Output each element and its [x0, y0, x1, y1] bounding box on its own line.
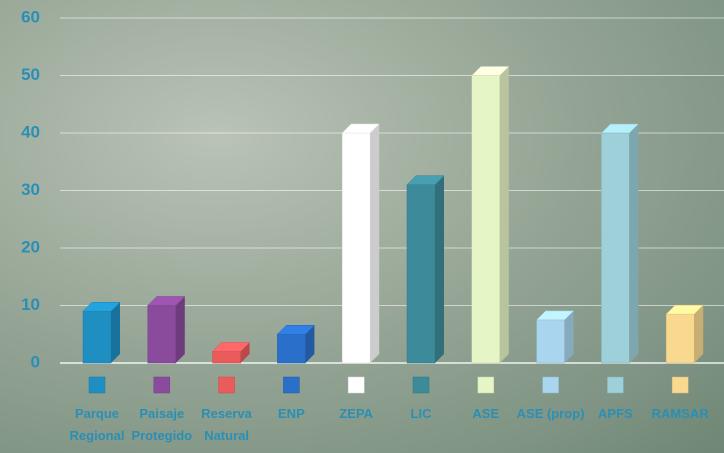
- legend-swatch: [672, 377, 688, 393]
- bar: [666, 305, 703, 363]
- chart-canvas: 0 10 20 30 40 50 60: [0, 0, 724, 453]
- bar-front: [537, 320, 565, 363]
- bar-front: [666, 314, 694, 363]
- bar-side: [176, 297, 185, 364]
- bar-front: [472, 76, 500, 364]
- bar: [537, 311, 574, 363]
- bar-side: [370, 124, 379, 363]
- legend-swatch: [607, 377, 623, 393]
- y-tick-label: 20: [21, 237, 40, 256]
- bar-side: [111, 302, 120, 363]
- bar: [472, 67, 509, 364]
- bar: [407, 176, 444, 363]
- legend-swatch: [283, 377, 299, 393]
- chart: 0 10 20 30 40 50 60 Parque RegionalPaisaje Pro…: [0, 0, 724, 453]
- category-label: Reserva Natural: [192, 403, 262, 447]
- y-tick-label: 50: [21, 65, 40, 84]
- legend-swatch: [219, 377, 235, 393]
- category-label: ENP: [256, 403, 326, 425]
- bar-front: [277, 334, 305, 363]
- category-label: RAMSAR: [645, 403, 715, 425]
- category-label: ZEPA: [321, 403, 391, 425]
- category-label: LIC: [386, 403, 456, 425]
- category-label: ASE (prop): [516, 403, 586, 425]
- bar-side: [629, 124, 638, 363]
- y-tick-label: 10: [21, 295, 40, 314]
- bar-front: [213, 352, 241, 364]
- legend-swatch: [154, 377, 170, 393]
- bar: [601, 124, 638, 363]
- category-label: APFS: [580, 403, 650, 425]
- legend-swatch: [89, 377, 105, 393]
- category-label: Parque Regional: [62, 403, 132, 447]
- bar-side: [435, 176, 444, 363]
- bar: [342, 124, 379, 363]
- bar-front: [342, 133, 370, 363]
- bar-side: [500, 67, 509, 364]
- bar-side: [694, 305, 703, 363]
- bar: [83, 302, 120, 363]
- bar: [277, 325, 314, 363]
- category-label: ASE: [451, 403, 521, 425]
- legend-swatch: [348, 377, 364, 393]
- y-tick-label: 0: [31, 352, 40, 371]
- bar: [213, 343, 250, 364]
- bar: [148, 297, 185, 364]
- category-label: Paisaje Protegido: [127, 403, 197, 447]
- bar-front: [407, 185, 435, 363]
- legend-swatch: [478, 377, 494, 393]
- y-tick-label: 60: [21, 7, 40, 26]
- bar-front: [601, 133, 629, 363]
- legend-swatch: [543, 377, 559, 393]
- bar-front: [148, 306, 176, 364]
- y-tick-label: 30: [21, 180, 40, 199]
- legend-swatch: [413, 377, 429, 393]
- bar-front: [83, 311, 111, 363]
- y-tick-label: 40: [21, 122, 40, 141]
